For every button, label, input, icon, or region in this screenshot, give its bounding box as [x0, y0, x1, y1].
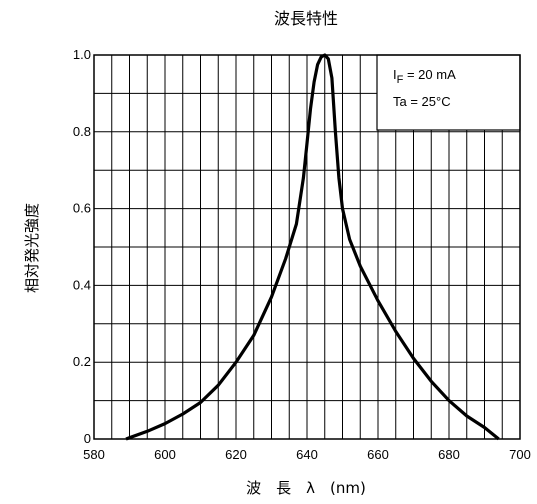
y-tick-label: 0.6: [73, 201, 91, 216]
y-tick-label: 0.2: [73, 354, 91, 369]
x-axis-label: 波 長 λ (nm): [246, 479, 366, 497]
y-tick-label: 0: [84, 431, 91, 446]
y-tick-label: 0.8: [73, 124, 91, 139]
x-tick-label: 600: [154, 447, 176, 462]
x-tick-label: 680: [438, 447, 460, 462]
x-tick-label: 640: [296, 447, 318, 462]
x-tick-label: 660: [367, 447, 389, 462]
x-tick-label: 620: [225, 447, 247, 462]
y-axis-label: 相対発光強度: [23, 203, 41, 293]
condition-box-frame: [376, 54, 521, 131]
y-tick-label: 0.4: [73, 277, 91, 292]
series-line: [125, 53, 500, 441]
temperature-condition: Ta = 25°C: [393, 94, 451, 109]
x-tick-label: 700: [509, 447, 531, 462]
plot-frame: [93, 54, 521, 440]
current-condition: IF = 20 mA: [393, 67, 456, 86]
chart-title: 波長特性: [274, 9, 338, 28]
x-tick-labels: 580 600 620 640 660 680 700: [83, 447, 531, 462]
y-tick-label: 1.0: [73, 47, 91, 62]
y-tick-labels: 0 0.2 0.4 0.6 0.8 1.0: [73, 47, 91, 446]
condition-box: IF = 20 mA Ta = 25°C: [376, 54, 521, 131]
x-tick-label: 580: [83, 447, 105, 462]
